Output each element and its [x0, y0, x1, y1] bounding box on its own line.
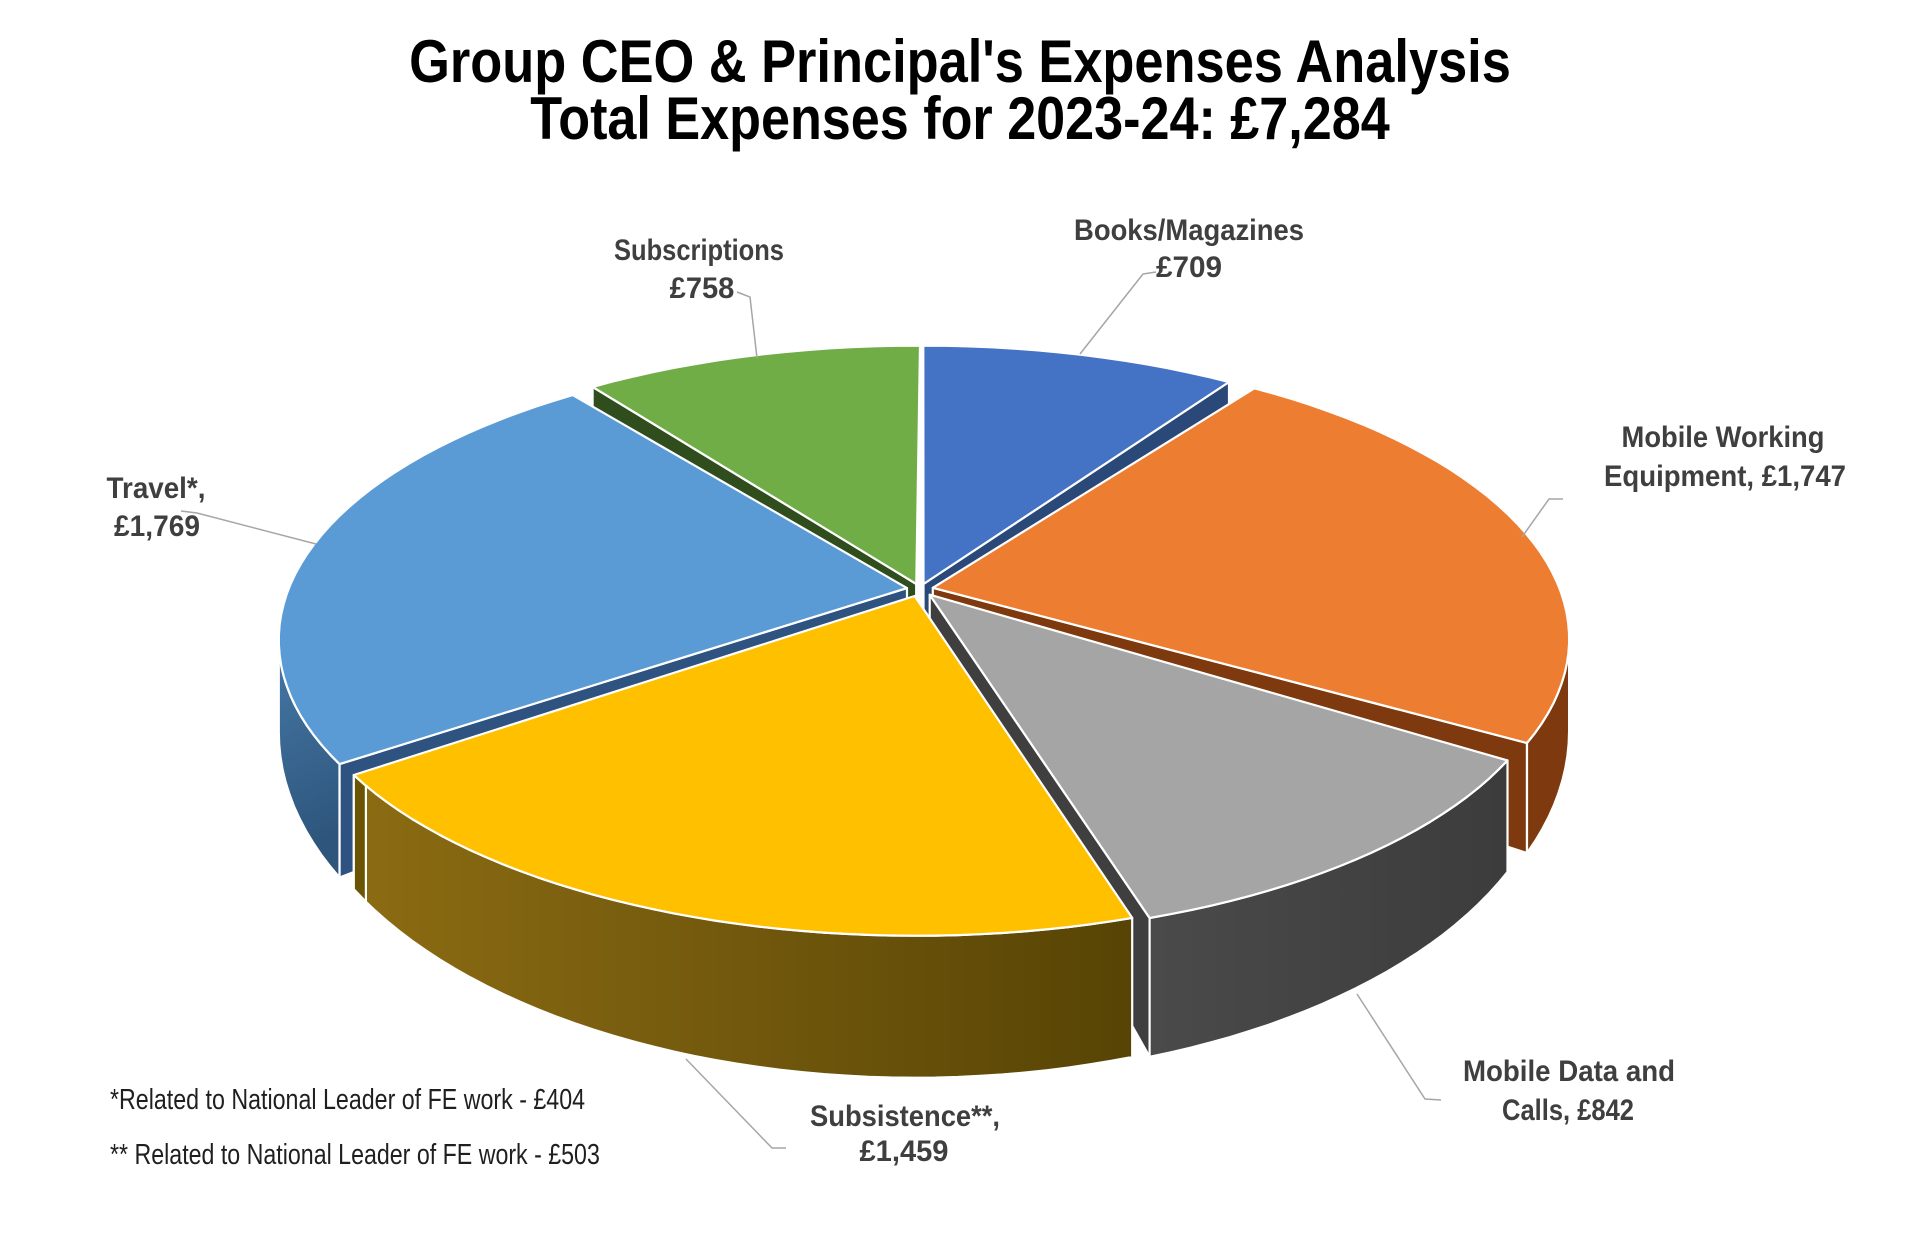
svg-text:Subscriptions: Subscriptions [614, 233, 784, 266]
svg-text:£1,769: £1,769 [114, 510, 200, 543]
svg-text:Equipment, £1,747: Equipment, £1,747 [1604, 460, 1846, 493]
svg-text:Total Expenses for 2023-24: £7: Total Expenses for 2023-24: £7,284 [530, 85, 1389, 152]
svg-text:£758: £758 [670, 272, 735, 305]
svg-text:Travel*,: Travel*, [107, 472, 206, 505]
svg-text:Subsistence**,: Subsistence**, [810, 1100, 1000, 1133]
svg-text:Group CEO & Principal's Expens: Group CEO & Principal's Expenses Analysi… [409, 28, 1511, 95]
svg-text:£1,459: £1,459 [860, 1135, 949, 1168]
svg-text:Books/Magazines: Books/Magazines [1074, 214, 1304, 247]
svg-text:Mobile Working: Mobile Working [1622, 421, 1825, 454]
svg-text:£709: £709 [1156, 251, 1222, 284]
svg-text:Mobile Data and: Mobile Data and [1463, 1055, 1675, 1088]
svg-text:*Related to National Leader of: *Related to National Leader of FE work -… [110, 1083, 585, 1116]
svg-text:Calls, £842: Calls, £842 [1502, 1093, 1634, 1126]
svg-text:** Related to National Leader: ** Related to National Leader of FE work… [110, 1137, 600, 1170]
